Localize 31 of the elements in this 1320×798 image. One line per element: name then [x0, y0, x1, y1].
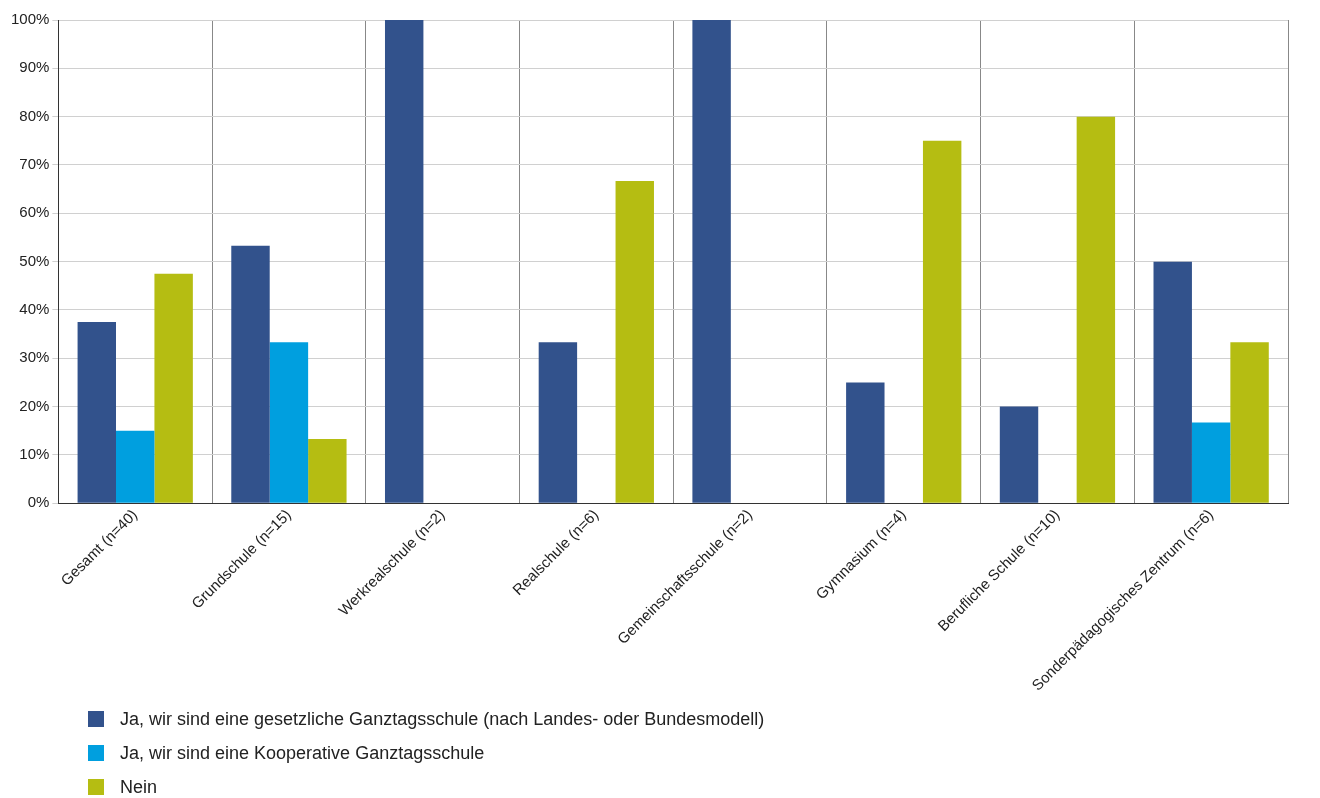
bar — [384, 20, 424, 503]
y-tick-label: 90% — [19, 58, 50, 76]
bar — [77, 322, 116, 503]
y-tick-label: 40% — [19, 300, 50, 318]
y-tick-label: 0% — [27, 493, 50, 511]
bar — [692, 20, 731, 503]
y-tick-label: 50% — [19, 251, 50, 269]
bar — [922, 140, 962, 503]
legend-label: Ja, wir sind eine Kooperative Ganztagsschule — [120, 742, 485, 764]
bar — [1153, 261, 1192, 503]
bar — [231, 245, 270, 503]
y-tick-label: 10% — [19, 445, 50, 463]
bar — [538, 342, 578, 503]
y-tick-label: 20% — [19, 396, 50, 414]
y-tick-label: 60% — [19, 203, 50, 221]
bar — [999, 406, 1039, 503]
bar — [116, 430, 155, 503]
bar — [1076, 116, 1116, 503]
bar — [846, 382, 885, 503]
y-tick-label: 30% — [19, 348, 50, 366]
bar — [615, 180, 654, 503]
bar — [308, 439, 347, 503]
y-tick-label: 80% — [19, 106, 50, 124]
bar — [154, 273, 193, 503]
y-tick-label: 70% — [19, 155, 50, 173]
bar — [269, 342, 309, 503]
legend-label: Ja, wir sind eine gesetzliche Ganztagsschule (nach Landes- oder Bundesmodell) — [120, 708, 765, 730]
bar — [1191, 422, 1231, 503]
bar — [1230, 342, 1269, 503]
legend-label: Nein — [120, 776, 158, 798]
y-tick-label: 100% — [10, 10, 50, 28]
